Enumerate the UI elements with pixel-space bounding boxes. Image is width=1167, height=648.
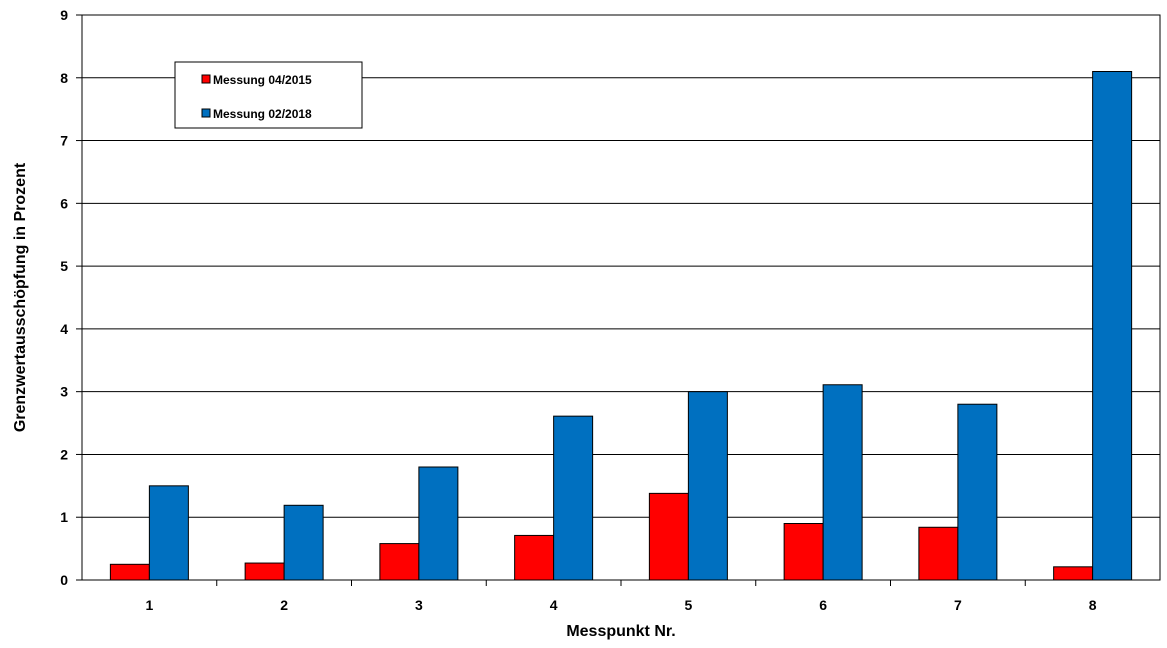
x-tick-label: 8 — [1089, 597, 1097, 613]
bar-messung-2015-2 — [244, 562, 285, 581]
bars — [109, 71, 1133, 581]
bar-messung-2015-8 — [1053, 566, 1094, 581]
legend: Messung 04/2015 Messung 02/2018 — [174, 61, 363, 129]
y-axis-title: Grenzwertausschöpfung in Prozent — [12, 162, 29, 432]
y-tick-labels: 0 1 2 3 4 5 6 7 8 9 — [60, 7, 82, 588]
x-tick-label: 2 — [280, 597, 288, 613]
y-tick-label: 1 — [60, 509, 68, 525]
bar-messung-2015-3 — [379, 543, 420, 581]
bar-messung-2018-6 — [822, 384, 863, 581]
bar-messung-2015-5 — [648, 492, 689, 581]
bar-messung-2015-4 — [514, 534, 555, 581]
y-tick-label: 7 — [60, 133, 68, 149]
x-tick-label: 4 — [550, 597, 558, 613]
x-tick-label: 7 — [954, 597, 962, 613]
x-axis-title: Messpunkt Nr. — [566, 623, 675, 640]
legend-label-messung-2015: Messung 04/2015 — [213, 73, 312, 87]
bar-messung-2015-6 — [783, 523, 824, 581]
bar-messung-2015-1 — [109, 563, 150, 581]
legend-label-messung-2018: Messung 02/2018 — [213, 107, 312, 121]
x-tick-label: 6 — [819, 597, 827, 613]
x-tick-label: 5 — [684, 597, 692, 613]
y-tick-label: 4 — [60, 321, 68, 337]
legend-swatch-messung-2018 — [201, 108, 211, 118]
y-tick-label: 9 — [60, 7, 68, 23]
bar-messung-2018-5 — [687, 391, 728, 581]
x-tick-label: 3 — [415, 597, 423, 613]
bar-messung-2015-7 — [918, 526, 959, 581]
bar-messung-2018-2 — [283, 504, 324, 581]
x-tick-labels: 1 2 3 4 5 6 7 8 — [145, 580, 1097, 613]
bar-messung-2018-4 — [553, 415, 594, 581]
x-tick-label: 1 — [145, 597, 153, 613]
gridlines — [82, 77, 1160, 518]
bar-messung-2018-7 — [957, 403, 998, 581]
y-tick-label: 2 — [60, 446, 68, 462]
legend-swatch-messung-2015 — [201, 74, 211, 84]
bar-messung-2018-3 — [418, 466, 459, 581]
y-tick-label: 8 — [60, 70, 68, 86]
y-tick-label: 3 — [60, 384, 68, 400]
bar-messung-2018-8 — [1092, 71, 1133, 581]
y-tick-label: 5 — [60, 258, 68, 274]
y-tick-label: 0 — [60, 572, 68, 588]
bar-messung-2018-1 — [148, 485, 189, 581]
y-tick-label: 6 — [60, 195, 68, 211]
